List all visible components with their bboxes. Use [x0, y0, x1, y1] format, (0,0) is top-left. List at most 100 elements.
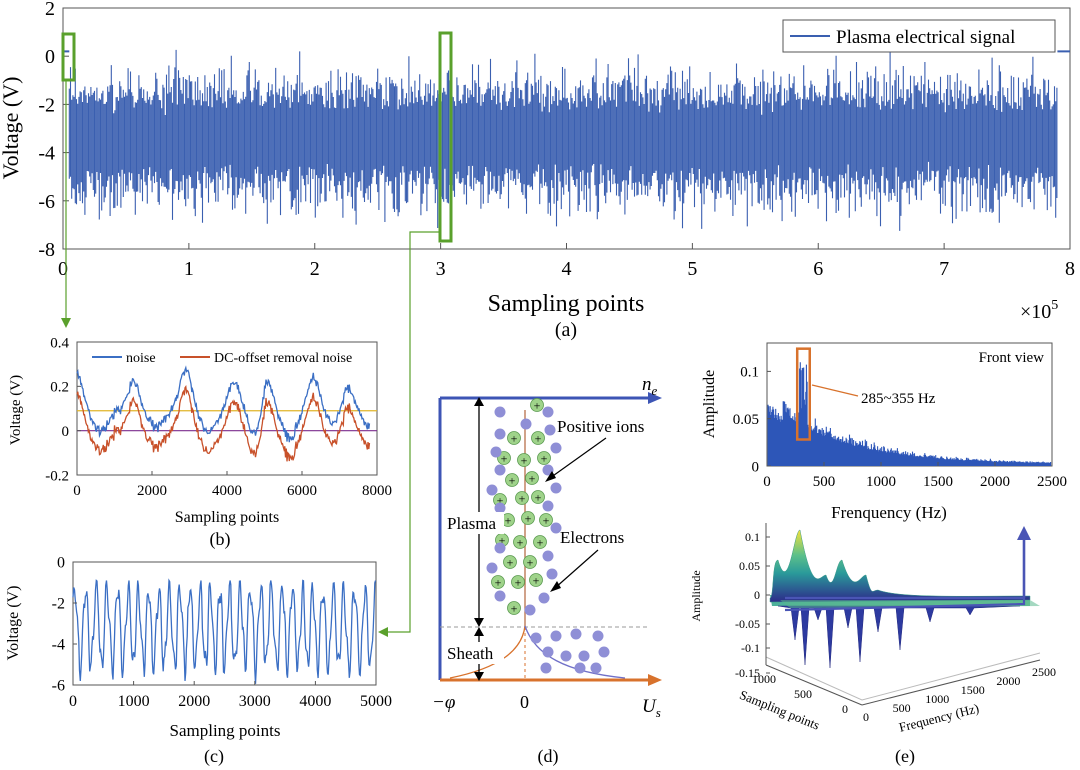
electron — [542, 464, 554, 476]
connector-to-panel-c — [388, 231, 440, 633]
panel-d-ions-pointer-head — [545, 471, 556, 482]
positive-ion-sign: + — [517, 536, 524, 550]
electron — [494, 590, 506, 602]
panel-e-bottom-y-ticks: 1000 500 0 — [752, 672, 848, 716]
panel-a-y-tick-label: -4 — [38, 143, 55, 165]
panel-e-bottom-z-tick-label: -0.15 — [735, 666, 760, 680]
positive-ion-sign: + — [505, 514, 512, 528]
panel-d-us-arrowhead — [648, 674, 662, 686]
panel-c-x-tick-label: 4000 — [299, 693, 331, 710]
electron — [486, 562, 498, 574]
panel-c-x-tick-label: 1000 — [118, 693, 150, 710]
panel-a-y-tick-label: -6 — [38, 191, 55, 213]
panel-e-bottom-y-tick-label: 0 — [842, 702, 848, 716]
panel-d-plasma-arrow-top — [474, 397, 484, 406]
panel-d-neg-phi-label: −φ — [432, 692, 455, 713]
panel-d-positive-ions-label: Positive ions — [557, 417, 644, 436]
positive-ion-sign: + — [507, 556, 514, 570]
electron — [494, 428, 506, 440]
electron — [520, 418, 532, 430]
positive-ion — [503, 555, 517, 569]
panel-e-top-x-tick-label: 1500 — [923, 474, 953, 490]
electron — [592, 630, 604, 642]
panel-a-highlight-box-middle — [438, 31, 453, 243]
panel-d-plasma-label: Plasma — [447, 514, 497, 533]
electron — [590, 662, 602, 674]
panel-b-legend-dc: DC-offset removal noise — [214, 351, 352, 366]
positive-ion-sign: + — [533, 574, 540, 588]
panel-a-legend-label: Plasma electrical signal — [836, 27, 1015, 48]
panel-d-plasma-arrow-bottom — [474, 618, 484, 627]
panel-e-bottom-y-tick-label: 500 — [794, 687, 812, 701]
panel-e-top-chart: 0 500 1000 1500 2000 2500 0.1 0.05 0 Front view… — [701, 342, 1067, 522]
electron — [542, 500, 554, 512]
positive-ion-sign: + — [521, 454, 528, 468]
panel-a-y-ticks: 2 0 -2 -4 -6 -8 — [38, 0, 69, 261]
panel-e-bottom-y-tick-label: 1000 — [752, 672, 776, 686]
panel-a-x-tick-label: 8 — [1065, 258, 1075, 280]
panel-c-x-tick-label: 2000 — [178, 693, 210, 710]
panel-c-x-ticks: 0 1000 2000 3000 4000 5000 — [69, 681, 392, 710]
panel-e-bottom-x-tick-label: 2500 — [1032, 665, 1056, 679]
electron — [494, 542, 506, 554]
panel-b-y-tick-label: 0.4 — [50, 335, 69, 351]
panel-e-top-spectrum-trace — [767, 362, 1052, 466]
positive-ion — [525, 471, 539, 485]
panel-c-x-tick-label: 3000 — [239, 693, 271, 710]
electron — [486, 484, 498, 496]
panel-c-x-tick-label: 5000 — [360, 693, 392, 710]
panel-a-x-tick-label: 4 — [562, 258, 572, 280]
panel-a-highlight-box-start — [61, 32, 76, 82]
positive-ion — [529, 573, 543, 587]
panel-a-signal-trace — [68, 47, 1058, 231]
electron — [494, 406, 506, 418]
panel-e-top-annotation: 285~355 Hz — [861, 391, 936, 407]
panel-a-x-label: Sampling points — [488, 291, 645, 317]
panel-e-top-y-tick-label: 0 — [752, 459, 760, 475]
panel-d-y-axis-label: ne — [642, 374, 658, 398]
panel-a-x-tick-label: 3 — [436, 258, 446, 280]
panel-e-bottom-z-tick-label: 0 — [754, 588, 760, 602]
electron — [574, 662, 586, 674]
panel-a-y-tick-label: -2 — [38, 94, 55, 116]
panel-a-x-tick-label: 7 — [939, 258, 949, 280]
electron — [550, 630, 562, 642]
positive-ion — [531, 431, 545, 445]
panel-e-bottom-x-tick-label: 1500 — [961, 683, 985, 697]
electron — [570, 628, 582, 640]
panel-e-bottom-x-tick-label: 2000 — [996, 674, 1020, 688]
panel-e-top-x-label: Frenquency (Hz) — [831, 503, 947, 522]
panel-a-caption: (a) — [555, 319, 577, 341]
panel-b-y-tick-label: 0 — [62, 424, 70, 440]
panel-d-plasma-label-bg — [446, 512, 504, 534]
panel-b-x-tick-label: 4000 — [212, 483, 242, 499]
panel-c-y-label: Voltage (V) — [5, 586, 22, 661]
panel-e-bottom-surface-negative — [777, 605, 1021, 669]
panel-c-y-ticks: 0 -2 -4 -6 — [52, 555, 77, 695]
panel-e-bottom-x-tick-label: 1000 — [925, 692, 949, 706]
panel-d-sheath-arrow-top — [474, 627, 484, 636]
positive-ion — [491, 575, 505, 589]
panel-d-sheath-label: Sheath — [447, 644, 494, 663]
positive-ion — [521, 511, 535, 525]
panel-d-ne-arrowhead — [648, 392, 662, 404]
panel-d-zero-label: 0 — [520, 692, 529, 712]
panel-d-electrons-pointer — [554, 549, 599, 589]
positive-ion-sign: + — [535, 491, 542, 505]
panel-e-bottom-z-ticks: 0.1 0.05 0 -0.05 -0.1 -0.15 — [735, 530, 770, 680]
panel-c-caption: (c) — [204, 746, 224, 767]
positive-ion — [531, 490, 545, 504]
panel-d-caption: (d) — [538, 746, 559, 767]
panel-e-bottom-chart: 0.1 0.05 0 -0.05 -0.1 -0.15 0 500 1000 1500 2000 2… — [689, 523, 1056, 767]
panel-b-x-tick-label: 6000 — [287, 483, 317, 499]
positive-ion-sign: + — [511, 432, 518, 446]
positive-ion — [530, 398, 544, 412]
panel-e-bottom-x-ticks: 0 500 1000 1500 2000 2500 — [863, 665, 1056, 724]
positive-ion — [537, 451, 551, 465]
positive-ion-sign: + — [525, 512, 532, 526]
panel-e-top-x-tick-label: 2000 — [980, 474, 1010, 490]
panel-e-bottom-z-tick-label: -0.05 — [735, 617, 760, 631]
electron — [598, 646, 610, 658]
panel-b-caption: (b) — [210, 529, 231, 550]
